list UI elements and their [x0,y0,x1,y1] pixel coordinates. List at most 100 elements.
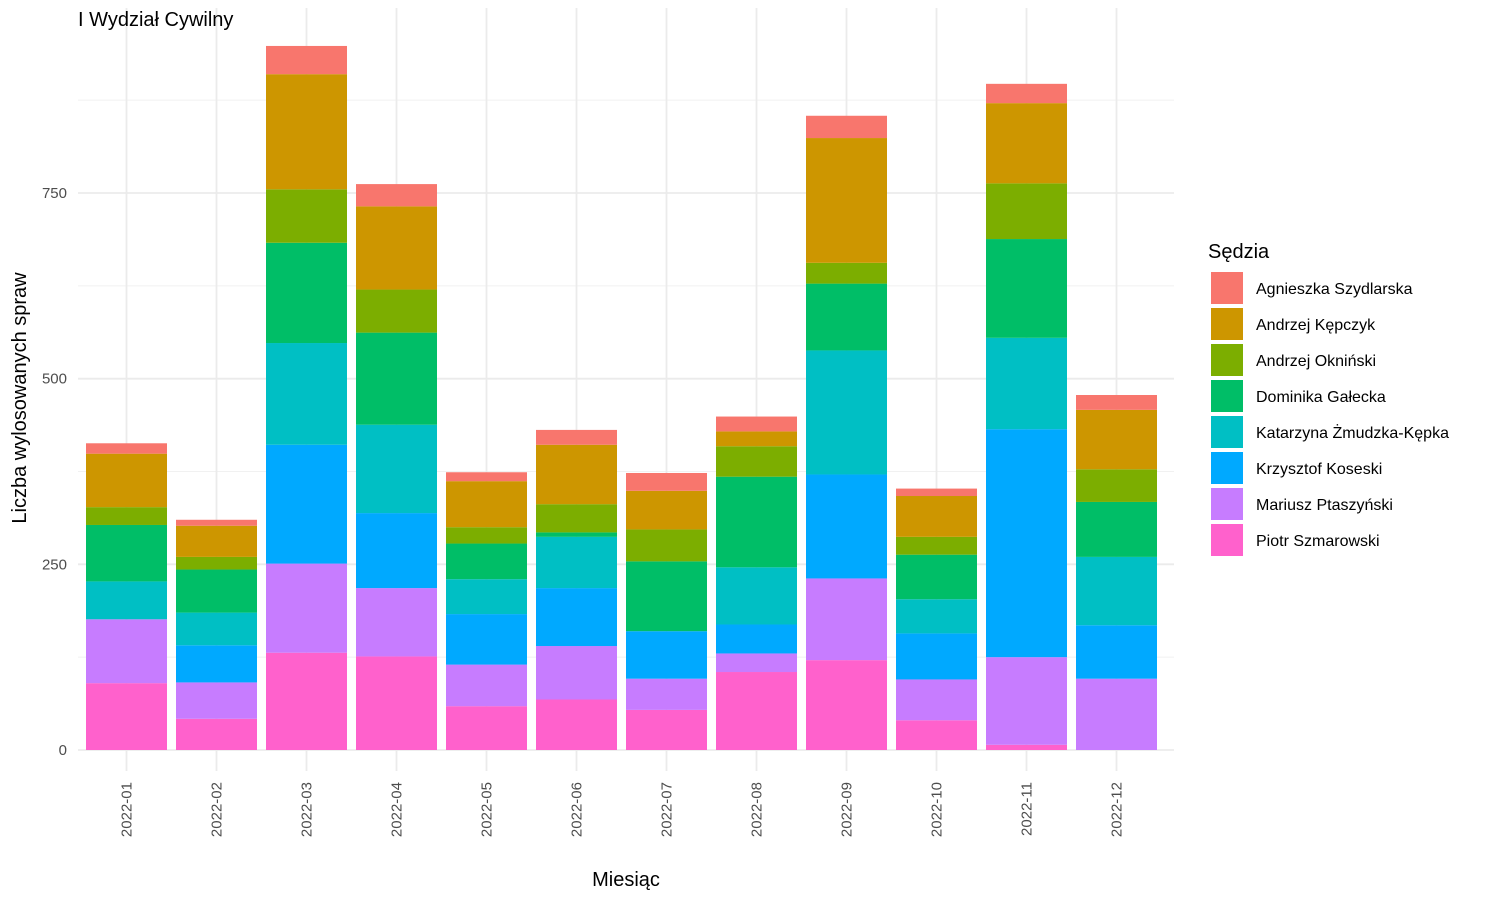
bar-segment-mariusz-ptaszynski-2022-05 [446,664,527,707]
bar-segment-agnieszka-szydlarska-2022-03 [266,45,347,75]
bar-segment-mariusz-ptaszynski-2022-06 [536,646,617,700]
bar-segment-krzysztof-koseski-2022-07 [626,631,707,679]
legend-label-mariusz-ptaszynski: Mariusz Ptaszyński [1256,497,1393,514]
bar-segment-andrzej-kepczyk-2022-05 [446,481,527,528]
bar-segment-agnieszka-szydlarska-2022-01 [86,443,167,454]
bar-segment-dominika-galecka-2022-01 [86,524,167,582]
x-tick-label: 2022-10 [929,782,946,837]
x-tick-label: 2022-12 [1109,782,1126,837]
bar-segment-andrzej-okninski-2022-10 [896,536,977,555]
x-tick-label: 2022-05 [479,782,496,837]
legend-label-andrzej-okninski: Andrzej Okniński [1256,353,1376,370]
bar-segment-dominika-galecka-2022-08 [716,476,797,568]
bar-segment-andrzej-kepczyk-2022-02 [176,525,257,557]
bar-segment-mariusz-ptaszynski-2022-09 [806,578,887,661]
bar-segment-andrzej-okninski-2022-07 [626,529,707,562]
bar-segment-mariusz-ptaszynski-2022-04 [356,588,437,657]
bar-segment-katarzyna-zmudzka-kepka-2022-10 [896,599,977,634]
y-tick-label: 0 [59,742,67,759]
legend-title: Sędzia [1208,241,1270,263]
x-tick-label: 2022-08 [749,782,766,837]
bar-segment-andrzej-okninski-2022-02 [176,556,257,570]
bar-segment-piotr-szmarowski-2022-01 [86,683,167,750]
bar-segment-andrzej-okninski-2022-05 [446,527,527,544]
bar-segment-dominika-galecka-2022-03 [266,242,347,344]
bar-segment-katarzyna-zmudzka-kepka-2022-03 [266,343,347,445]
legend-key-krzysztof-koseski [1209,450,1245,486]
bar-segment-piotr-szmarowski-2022-02 [176,718,257,750]
bar-segment-mariusz-ptaszynski-2022-01 [86,619,167,684]
bar-segment-agnieszka-szydlarska-2022-08 [716,416,797,432]
bar-segment-katarzyna-zmudzka-kepka-2022-12 [1076,556,1157,626]
bar-segment-andrzej-kepczyk-2022-10 [896,496,977,537]
bar-segment-krzysztof-koseski-2022-08 [716,624,797,654]
bar-segment-krzysztof-koseski-2022-12 [1076,625,1157,679]
x-tick-label: 2022-11 [1019,782,1036,836]
bar-segment-krzysztof-koseski-2022-05 [446,614,527,665]
legend-key-mariusz-ptaszynski [1209,486,1245,522]
x-tick-labels: 2022-01 2022-02 2022-03 2022-04 2022-05 2022-… [119,782,1126,837]
bar-segment-krzysztof-koseski-2022-09 [806,474,887,579]
bar-segment-piotr-szmarowski-2022-07 [626,709,707,750]
bar-segment-katarzyna-zmudzka-kepka-2022-11 [986,337,1067,430]
bar-segment-katarzyna-zmudzka-kepka-2022-06 [536,536,617,589]
x-tick-label: 2022-07 [659,782,676,837]
bar-segment-piotr-szmarowski-2022-04 [356,656,437,750]
legend-label-agnieszka-szydlarska: Agnieszka Szydlarska [1256,281,1413,298]
bar-segment-andrzej-kepczyk-2022-12 [1076,409,1157,470]
legend-label-dominika-galecka: Dominika Gałecka [1256,389,1386,406]
bar-segment-krzysztof-koseski-2022-04 [356,513,437,589]
legend-label-piotr-szmarowski: Piotr Szmarowski [1256,533,1380,550]
legend-key-dominika-galecka [1209,378,1245,414]
bar-segment-piotr-szmarowski-2022-03 [266,652,347,750]
bar-segment-dominika-galecka-2022-04 [356,332,437,425]
bar-segment-mariusz-ptaszynski-2022-11 [986,657,1067,745]
chart-title: I Wydział Cywilny [78,9,233,31]
legend-key-andrzej-okninski [1209,342,1245,378]
bar-segment-dominika-galecka-2022-12 [1076,501,1157,557]
bar-segment-mariusz-ptaszynski-2022-12 [1076,678,1157,750]
bar-segment-andrzej-kepczyk-2022-11 [986,103,1067,184]
bar-segment-katarzyna-zmudzka-kepka-2022-08 [716,567,797,625]
bar-segment-krzysztof-koseski-2022-11 [986,429,1067,658]
y-tick-label: 500 [42,371,67,388]
y-tick-label: 250 [42,556,67,573]
legend-key-agnieszka-szydlarska [1209,270,1245,306]
legend-label-katarzyna-zmudzka-kepka: Katarzyna Żmudzka-Kępka [1256,423,1449,442]
bar-segment-andrzej-okninski-2022-11 [986,183,1067,240]
bar-segment-andrzej-okninski-2022-08 [716,446,797,477]
bar-segment-agnieszka-szydlarska-2022-06 [536,429,617,445]
x-tick-label: 2022-01 [119,782,136,837]
bar-segment-dominika-galecka-2022-11 [986,239,1067,338]
bar-segment-piotr-szmarowski-2022-09 [806,660,887,750]
bar-segment-andrzej-kepczyk-2022-09 [806,138,887,263]
bar-segment-andrzej-kepczyk-2022-08 [716,431,797,447]
legend-label-andrzej-kepczyk: Andrzej Kępczyk [1256,317,1376,334]
x-tick-label: 2022-02 [209,782,226,837]
x-axis-title: Miesiąc [592,869,660,891]
bar-segment-andrzej-okninski-2022-03 [266,189,347,243]
bar-segment-dominika-galecka-2022-09 [806,283,887,351]
bar-segment-andrzej-okninski-2022-12 [1076,469,1157,502]
bar-segment-dominika-galecka-2022-02 [176,569,257,613]
bar-segment-piotr-szmarowski-2022-05 [446,706,527,750]
bar-segment-krzysztof-koseski-2022-10 [896,633,977,680]
bar-segment-agnieszka-szydlarska-2022-09 [806,115,887,139]
bar-segment-krzysztof-koseski-2022-03 [266,444,347,564]
bar-segment-andrzej-kepczyk-2022-07 [626,490,707,530]
bar-segment-katarzyna-zmudzka-kepka-2022-02 [176,612,257,646]
x-tick-label: 2022-09 [839,782,856,837]
bar-segment-mariusz-ptaszynski-2022-10 [896,679,977,721]
bar-segment-piotr-szmarowski-2022-08 [716,672,797,750]
x-tick-label: 2022-03 [299,782,316,837]
bar-segment-katarzyna-zmudzka-kepka-2022-01 [86,581,167,620]
legend-label-krzysztof-koseski: Krzysztof Koseski [1256,461,1382,478]
legend: Sędzia Agnieszka Szydlarska Andrzej Kępcz… [1208,241,1449,558]
x-tick-label: 2022-04 [389,782,406,837]
bar-segment-agnieszka-szydlarska-2022-05 [446,472,527,482]
bar-segment-agnieszka-szydlarska-2022-04 [356,184,437,207]
legend-key-katarzyna-zmudzka-kepka [1209,414,1245,450]
bar-segment-agnieszka-szydlarska-2022-11 [986,83,1067,104]
bar-segment-andrzej-kepczyk-2022-04 [356,206,437,290]
